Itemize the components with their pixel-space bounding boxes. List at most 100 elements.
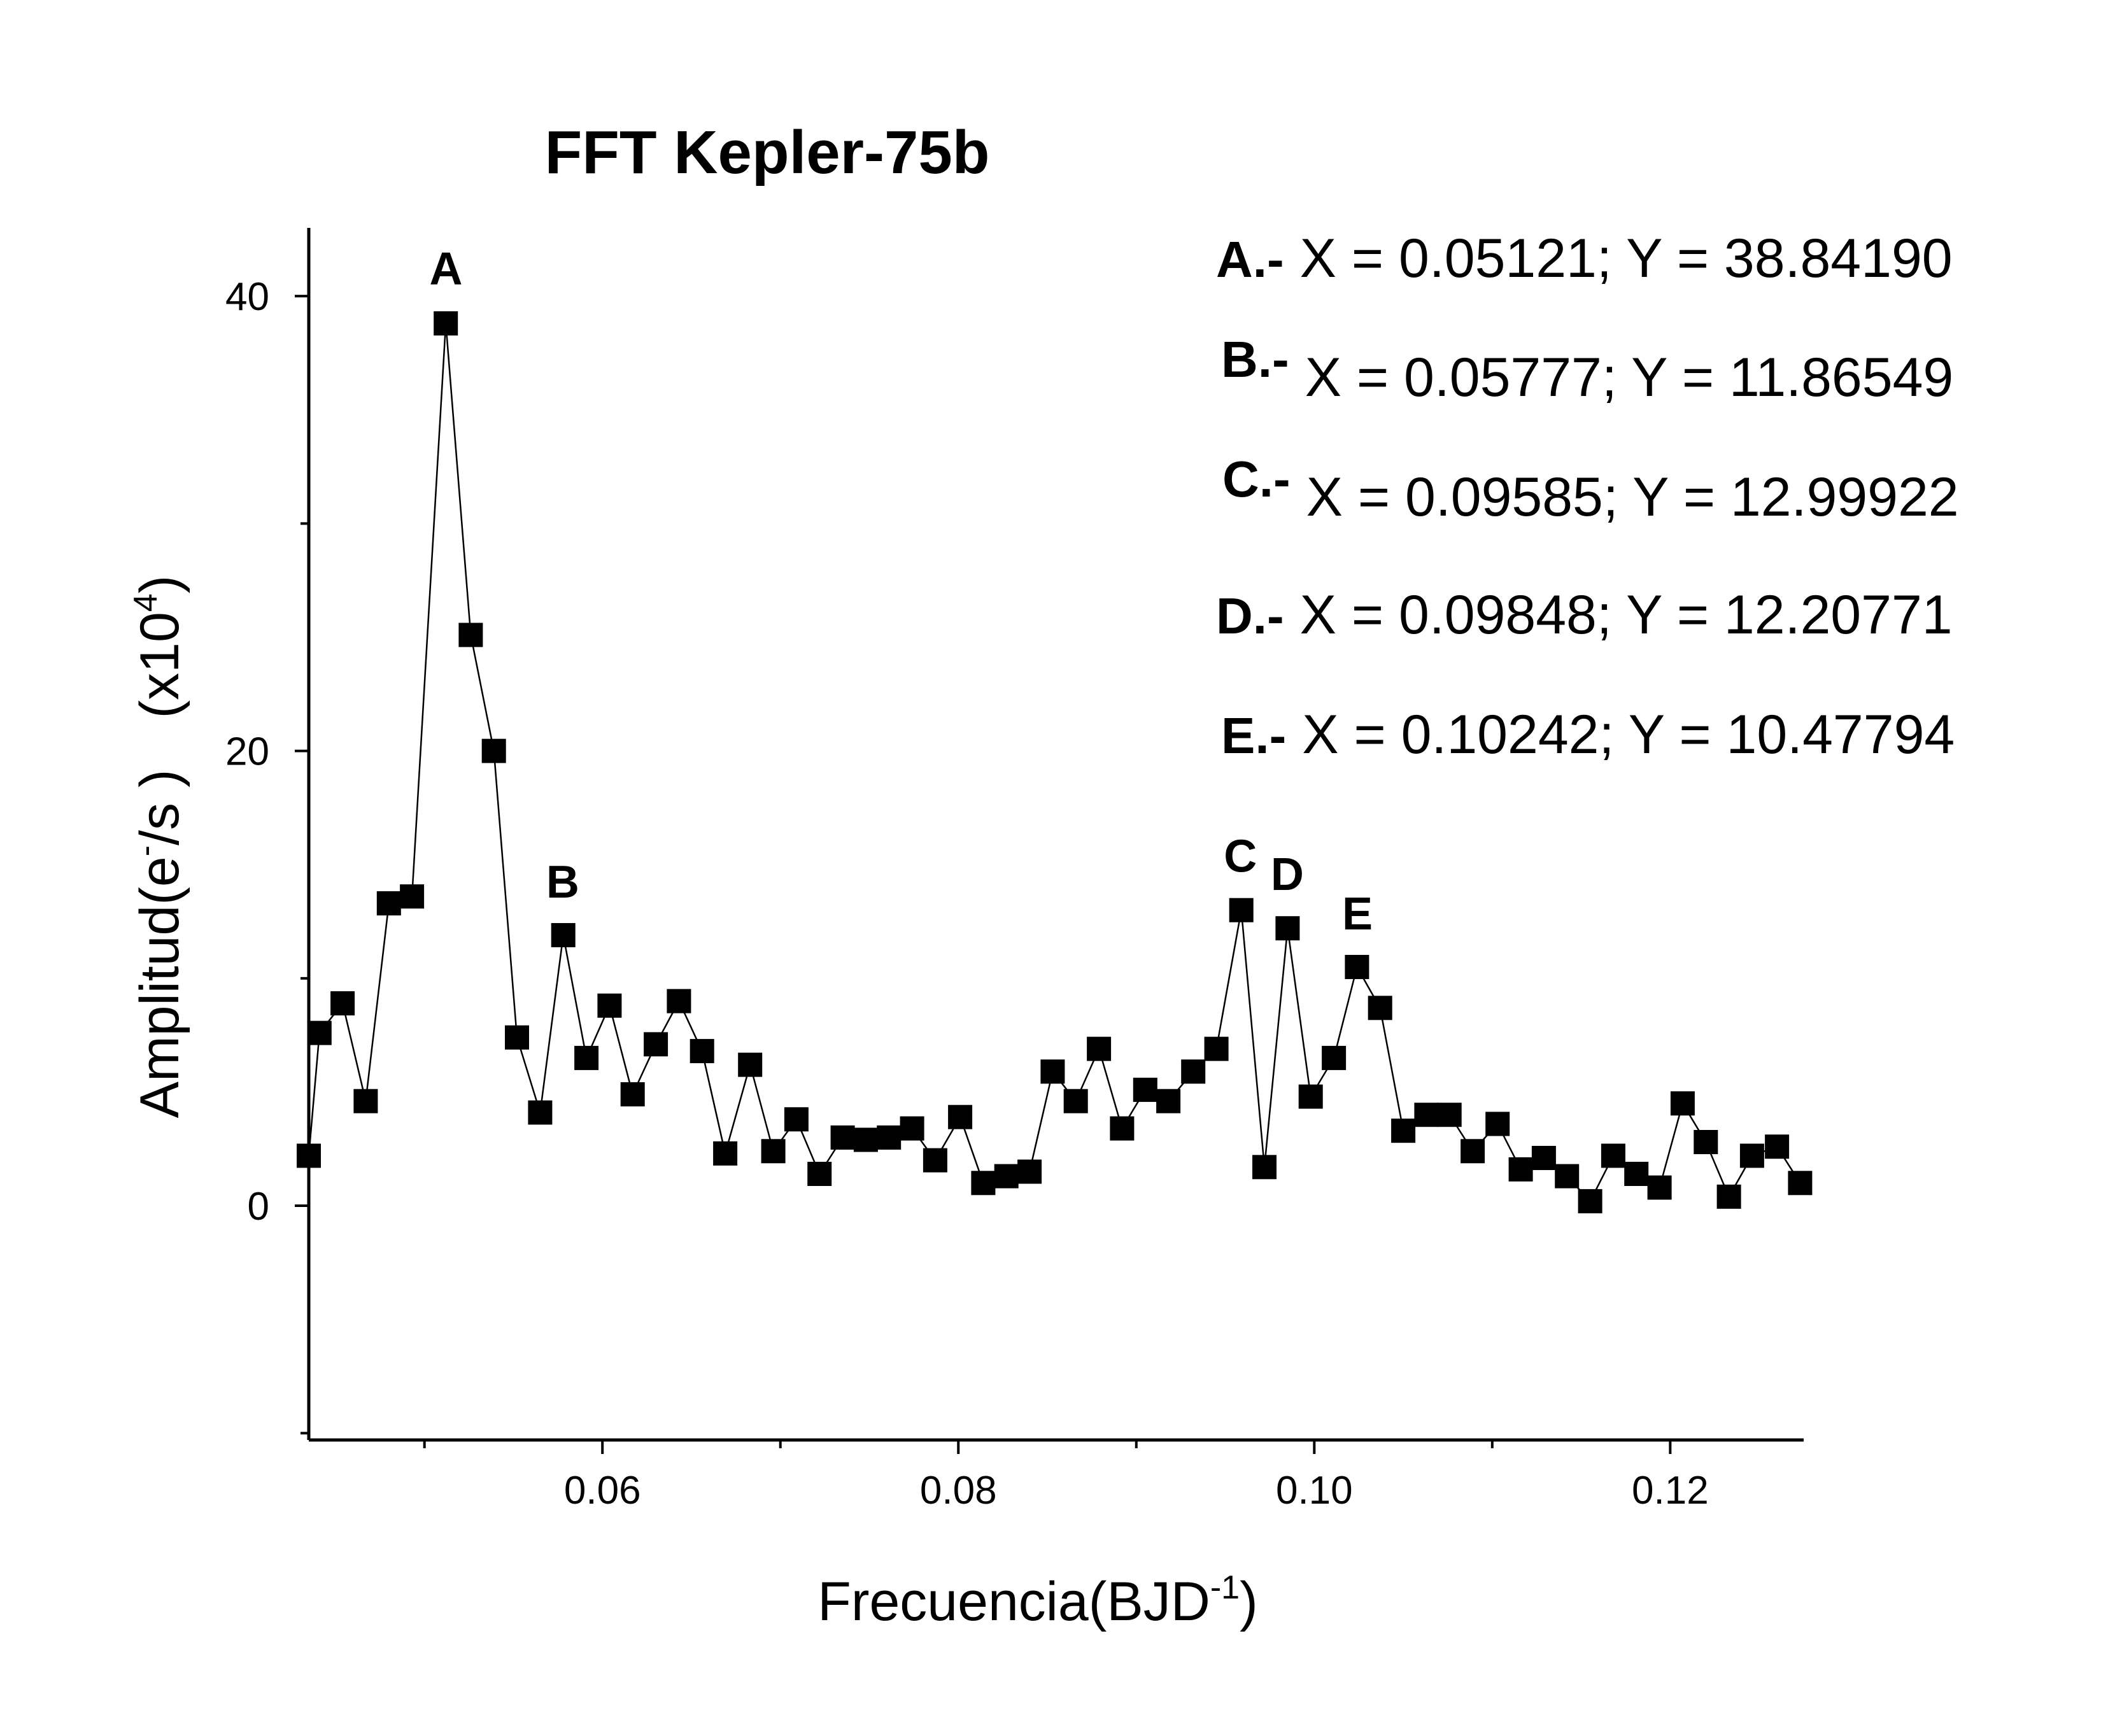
data-point-45 <box>1345 955 1369 979</box>
data-point-48 <box>1414 1103 1439 1127</box>
legend-item-d: D.- X = 0.09848; Y = 12.20771 <box>1216 584 1953 646</box>
data-point-34 <box>1087 1036 1112 1061</box>
data-point-19 <box>738 1052 763 1077</box>
data-point-58 <box>1647 1175 1672 1200</box>
peak-annotations: A B C DE <box>430 244 1373 940</box>
data-point-31 <box>1017 1159 1042 1184</box>
data-markers <box>297 311 1813 1213</box>
data-point-1 <box>307 1020 332 1045</box>
x-tick-label-2: 0.10 <box>1276 1469 1353 1513</box>
y-axis-label-close: ) <box>129 575 190 594</box>
x-tick-label-0: 0.06 <box>564 1469 641 1513</box>
data-point-47 <box>1391 1119 1416 1143</box>
data-point-14 <box>620 1082 645 1106</box>
annotation-e: E <box>1342 889 1373 940</box>
data-point-4 <box>376 891 401 915</box>
annotation-b: B <box>546 857 579 908</box>
y-tick-label-1: 20 <box>225 730 269 774</box>
data-point-5 <box>400 884 425 909</box>
legend: A.- X = 0.05121; Y = 38.84190 B.- X = 0.05… <box>1216 228 1959 765</box>
legend-label-b: B.- <box>1221 331 1289 388</box>
legend-value-d: X = 0.09848; Y = 12.20771 <box>1300 584 1953 646</box>
y-axis-label-sup1: - <box>127 845 164 856</box>
legend-item-e: E.- X = 0.10242; Y = 10.47794 <box>1221 704 1955 765</box>
x-axis-label-main: Frecuencia(BJD <box>817 1571 1210 1632</box>
data-point-16 <box>667 989 691 1013</box>
data-point-11 <box>551 923 576 947</box>
y-tick-label-0: 0 <box>248 1185 269 1229</box>
x-axis-label-close: ) <box>1240 1571 1258 1632</box>
legend-item-c: C.- X = 0.09585; Y = 12.99922 <box>1222 451 1959 528</box>
legend-label-e: E.- <box>1221 707 1286 764</box>
data-point-56 <box>1601 1143 1625 1168</box>
annotation-a: A <box>430 244 463 295</box>
data-point-50 <box>1461 1139 1485 1164</box>
x-tick-label-1: 0.08 <box>920 1469 997 1513</box>
data-point-52 <box>1508 1157 1533 1182</box>
data-point-35 <box>1110 1116 1135 1141</box>
data-point-41 <box>1252 1155 1277 1180</box>
data-point-27 <box>923 1148 947 1173</box>
data-point-26 <box>900 1116 924 1141</box>
annotation-c: C <box>1224 831 1257 882</box>
data-point-37 <box>1156 1089 1181 1113</box>
y-axis-label-scale: (x10 <box>129 612 190 718</box>
legend-label-c: C.- <box>1222 451 1291 507</box>
legend-value-a: X = 0.05121; Y = 38.84190 <box>1300 228 1953 289</box>
data-point-23 <box>830 1125 855 1150</box>
x-axis-label-sup: -1 <box>1210 1569 1240 1606</box>
data-point-40 <box>1229 898 1254 922</box>
y-axis-label-mid: /s ) <box>129 770 190 845</box>
data-point-46 <box>1368 996 1392 1020</box>
data-point-49 <box>1437 1103 1462 1127</box>
data-point-54 <box>1555 1164 1580 1189</box>
data-point-64 <box>1788 1171 1813 1196</box>
chart-title: FFT Kepler-75b <box>545 118 990 187</box>
data-point-2 <box>330 991 355 1016</box>
legend-value-b: X = 0.05777; Y = 11.86549 <box>1305 347 1954 408</box>
data-point-25 <box>877 1125 902 1150</box>
y-axis-label-main: Amplitud(e <box>129 856 190 1118</box>
data-point-20 <box>761 1139 786 1164</box>
y-axis-label-sup2: 4 <box>127 593 164 612</box>
data-point-28 <box>948 1104 973 1129</box>
data-point-15 <box>644 1032 668 1057</box>
data-point-24 <box>853 1127 878 1152</box>
legend-label-d: D.- <box>1216 588 1284 644</box>
data-point-7 <box>458 623 483 647</box>
data-point-6 <box>434 311 458 335</box>
data-point-51 <box>1485 1111 1510 1136</box>
legend-value-e: X = 0.10242; Y = 10.47794 <box>1302 704 1955 765</box>
data-point-59 <box>1670 1091 1695 1116</box>
y-tick-label-2: 40 <box>225 275 269 319</box>
data-point-38 <box>1181 1059 1206 1084</box>
data-point-44 <box>1322 1045 1347 1070</box>
axis-ticks: 0.06 0.08 0.10 0.12 0 20 40 <box>225 275 1709 1513</box>
legend-item-a: A.- X = 0.05121; Y = 38.84190 <box>1216 228 1953 289</box>
data-point-36 <box>1133 1077 1157 1102</box>
data-point-3 <box>353 1089 378 1113</box>
data-point-60 <box>1694 1130 1718 1154</box>
x-axis-label: Frecuencia(BJD-1) <box>817 1569 1257 1632</box>
data-point-21 <box>784 1107 809 1132</box>
x-tick-label-3: 0.12 <box>1632 1469 1709 1513</box>
data-point-9 <box>505 1025 529 1050</box>
data-point-30 <box>994 1164 1019 1189</box>
y-axis-label: Amplitud(e-/s ) (x104) <box>127 575 190 1119</box>
annotation-d: D <box>1271 849 1304 900</box>
data-point-12 <box>574 1045 599 1070</box>
data-point-39 <box>1204 1036 1229 1061</box>
data-point-63 <box>1765 1134 1790 1159</box>
data-point-29 <box>971 1171 996 1196</box>
data-point-0 <box>297 1143 321 1168</box>
data-point-62 <box>1739 1143 1764 1168</box>
data-point-18 <box>713 1141 738 1166</box>
data-point-10 <box>528 1100 553 1125</box>
data-point-42 <box>1275 916 1300 941</box>
data-point-53 <box>1531 1146 1556 1170</box>
legend-item-b: B.- X = 0.05777; Y = 11.86549 <box>1221 331 1953 408</box>
legend-value-c: X = 0.09585; Y = 12.99922 <box>1306 467 1959 528</box>
data-point-55 <box>1578 1189 1602 1213</box>
data-point-17 <box>690 1039 714 1064</box>
legend-label-a: A.- <box>1216 231 1284 288</box>
